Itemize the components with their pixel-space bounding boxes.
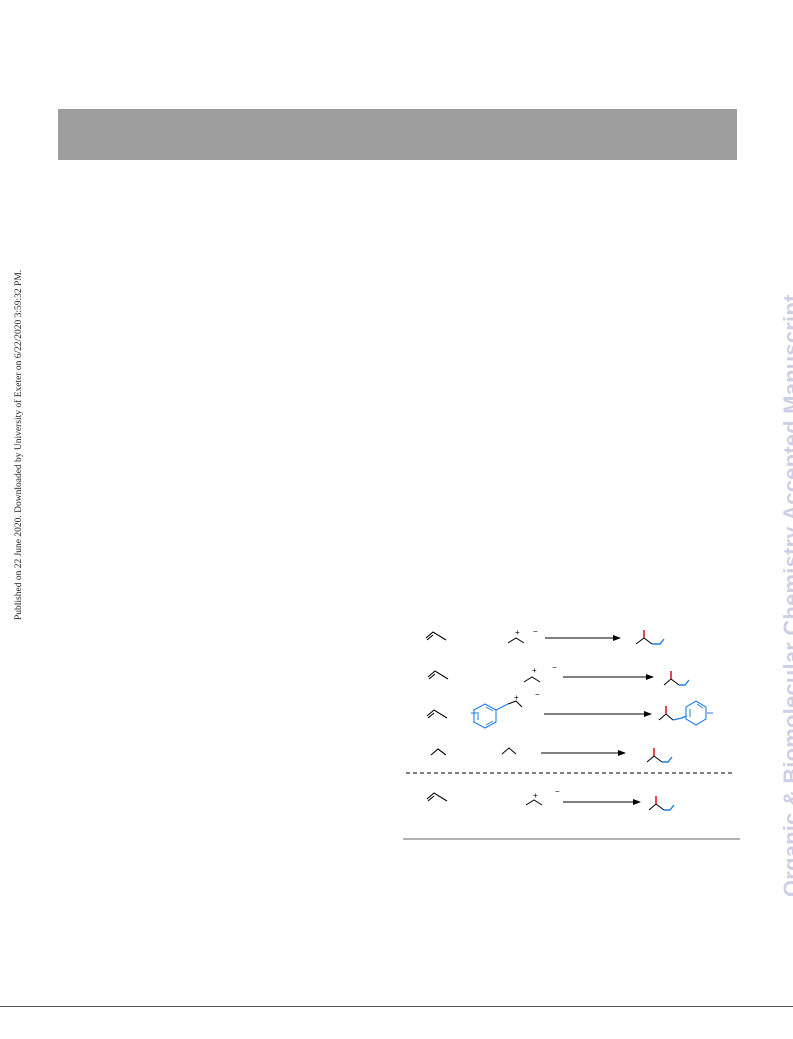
minus-charge: − xyxy=(555,787,560,796)
plus-charge: + xyxy=(514,693,519,702)
journal-watermark: Organic & Biomolecular Chemistry Accepte… xyxy=(779,294,793,897)
aryl-ring-reagent xyxy=(471,703,509,729)
ylide-reagent xyxy=(507,700,523,708)
footer-rule xyxy=(0,1006,793,1007)
plus-charge: + xyxy=(532,666,537,675)
ylide-reagent xyxy=(525,799,543,806)
plus-charge: + xyxy=(515,628,520,637)
product-structure xyxy=(646,748,673,763)
reaction-scheme: + − + − + xyxy=(403,627,740,840)
reaction-row-2: + − xyxy=(427,663,690,686)
reaction-row-3: + − xyxy=(426,690,713,729)
product-structure xyxy=(635,630,665,645)
plus-charge: + xyxy=(533,791,538,800)
reaction-row-5: + − xyxy=(426,787,675,811)
minus-charge: − xyxy=(535,690,540,699)
alkene-substrate xyxy=(427,670,449,680)
ylide-reagent xyxy=(501,747,517,755)
product-structure xyxy=(658,700,713,726)
product-structure xyxy=(648,796,675,811)
header-band xyxy=(58,109,737,160)
reaction-row-1: + − xyxy=(425,627,665,645)
product-structure xyxy=(663,671,690,686)
reaction-row-4 xyxy=(430,747,673,763)
ylide-reagent xyxy=(523,676,541,683)
alkene-substrate xyxy=(425,631,447,641)
alkene-substrate xyxy=(426,792,448,802)
ylide-reagent xyxy=(507,637,525,644)
publication-note: Published on 22 June 2020. Downloaded by… xyxy=(14,269,24,620)
alkene-substrate xyxy=(426,709,448,719)
alkene-substrate xyxy=(430,748,447,756)
minus-charge: − xyxy=(552,663,557,672)
minus-charge: − xyxy=(533,627,538,636)
